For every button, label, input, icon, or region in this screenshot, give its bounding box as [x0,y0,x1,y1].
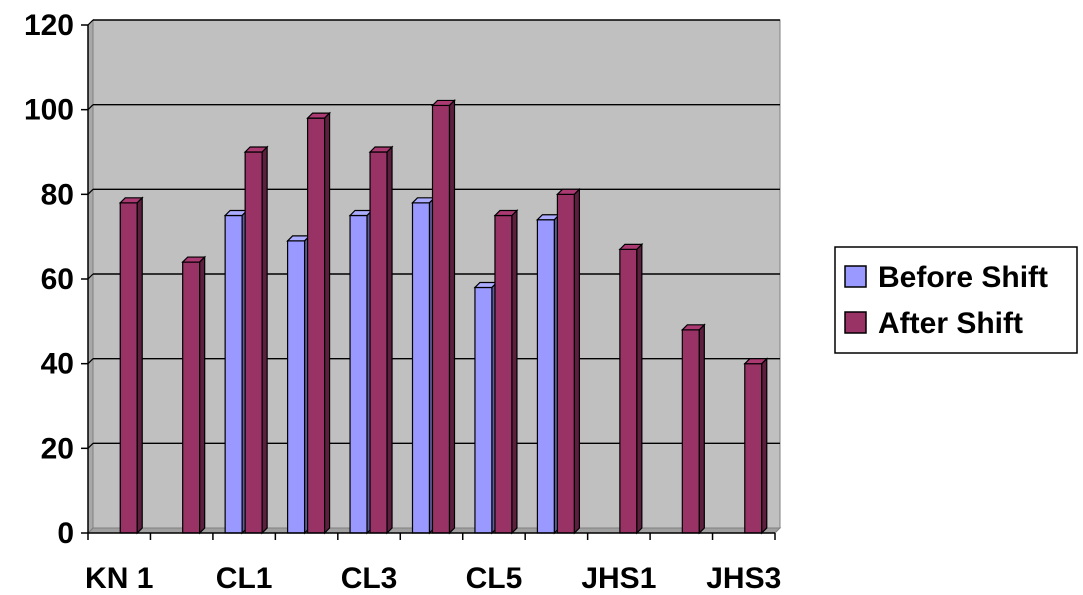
bar-after-shift [306,111,332,535]
bar-after-shift [743,357,769,535]
bar-after-shift [618,242,644,535]
y-tick-label: 40 [41,348,74,381]
bar-before-shift [535,213,561,535]
gridline-side [87,442,94,449]
bar-after-shift [431,98,456,535]
bar-after-shift [368,145,394,535]
x-tick-label: JHS3 [706,562,781,595]
y-tick-label: 80 [41,178,74,211]
bar-before-shift [411,196,436,535]
bar-after-shift [680,323,706,535]
x-tick-label: CL1 [216,562,273,595]
bar-after-shift [181,255,207,535]
bar-before-shift [223,209,249,535]
gridline-side [87,188,94,195]
x-tick-label: CL5 [466,562,523,595]
legend-swatch [844,311,867,334]
y-tick-label: 0 [57,517,74,550]
bar-before-shift [473,281,499,535]
y-axis-ticks: 0 20 40 60 80 100 120 [24,9,88,550]
y-tick-label: 20 [41,432,74,465]
y-tick-label: 60 [41,263,74,296]
x-tick-label: KN 1 [85,562,153,595]
bar-after-shift [243,145,269,535]
legend-label: Before Shift [878,261,1048,294]
x-axis-ticks: KN 1 CL1 CL3 CL5 JHS1 JHS3 [85,533,781,595]
gridline-side [87,358,94,365]
legend-swatch [844,265,867,288]
bar-after-shift [493,209,519,535]
legend-box [834,246,1078,354]
x-tick-label: JHS1 [581,562,656,595]
gridline-side [87,273,94,280]
y-tick-label: 100 [24,94,74,127]
bar-after-shift [555,187,581,535]
legend: Before Shift After Shift [834,246,1078,354]
x-tick-label: CL3 [341,562,398,595]
bar-after-shift [118,196,144,535]
bar-before-shift [286,234,312,535]
bar-before-shift [348,209,374,535]
gridline-side [87,19,94,26]
gridline-side [87,104,94,111]
legend-label: After Shift [878,307,1023,340]
y-tick-label: 120 [24,9,74,42]
